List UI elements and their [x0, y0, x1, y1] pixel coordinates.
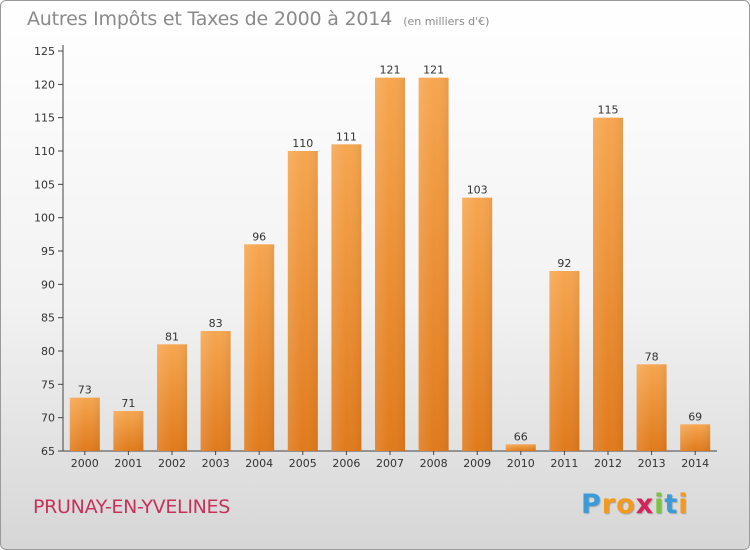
y-tick-label: 115: [34, 112, 55, 125]
chart-title: Autres Impôts et Taxes de 2000 à 2014: [27, 8, 393, 30]
x-tick-label: 2011: [550, 457, 578, 470]
bar-value-label: 121: [380, 64, 401, 77]
y-tick-label: 100: [34, 212, 55, 225]
y-tick-label: 80: [41, 345, 55, 358]
bar-shade: [593, 117, 623, 452]
bar-value-label: 73: [78, 384, 92, 397]
x-tick-label: 2002: [158, 457, 186, 470]
bar-shade: [331, 144, 362, 452]
y-tick-label: 75: [41, 378, 55, 391]
y-tick-label: 95: [41, 245, 55, 258]
bar-shade: [69, 397, 100, 451]
logo-letter: r: [601, 489, 617, 520]
x-tick-label: 2004: [245, 457, 273, 470]
bar-shade: [113, 411, 144, 451]
y-tick-label: 65: [41, 445, 55, 458]
bar-value-label: 111: [336, 130, 357, 143]
bar-shade: [549, 271, 580, 451]
bar-shade: [680, 424, 711, 451]
x-tick-label: 2010: [507, 457, 535, 470]
chart-subtitle: (en milliers d'€): [403, 15, 490, 28]
y-tick-label: 110: [34, 145, 55, 158]
x-tick-label: 2001: [114, 457, 142, 470]
bar-shade: [636, 364, 667, 451]
x-tick-label: 2003: [202, 457, 230, 470]
bar-value-label: 78: [645, 350, 659, 363]
bar-value-label: 69: [688, 410, 702, 423]
bar-value-label: 103: [467, 184, 488, 197]
y-tick-label: 85: [41, 312, 55, 325]
bar-value-label: 71: [121, 397, 135, 410]
bar-shade: [287, 151, 318, 451]
x-axis: 2000 2001 2002 2003 2004 2005 2006 2007 2008 2009…: [63, 450, 717, 470]
x-tick-label: 2007: [376, 457, 404, 470]
x-tick-label: 2008: [420, 457, 448, 470]
y-tick-label: 120: [34, 78, 55, 91]
bar-value-label: 121: [423, 64, 444, 77]
x-tick-label: 2005: [289, 457, 317, 470]
logo-letter: x: [635, 489, 655, 520]
bar-shade: [375, 77, 405, 452]
bar-shade: [244, 244, 275, 451]
y-axis: 65 70 75 80 85 90 95 100 105 110 115 120 125: [34, 45, 64, 458]
bar-shade: [505, 444, 536, 451]
logo-letter: o: [616, 489, 636, 520]
bar-shade: [462, 197, 493, 451]
bar-value-label: 83: [209, 317, 223, 330]
y-tick-label: 90: [41, 278, 55, 291]
bar-shade: [157, 344, 187, 451]
bar-value-label: 81: [165, 330, 179, 343]
x-tick-label: 2006: [332, 457, 360, 470]
logo-letter: i: [678, 489, 689, 520]
bar-value-label: 66: [514, 430, 528, 443]
logo-letter: P: [581, 489, 602, 520]
bar-shade: [418, 77, 449, 452]
y-tick-label: 125: [34, 45, 55, 58]
title-row: Autres Impôts et Taxes de 2000 à 2014 (e…: [27, 8, 489, 30]
y-tick-label: 105: [34, 178, 55, 191]
x-tick-label: 2000: [71, 457, 99, 470]
x-tick-label: 2014: [681, 457, 709, 470]
bar-value-label: 96: [252, 230, 266, 243]
proxiti-logo[interactable]: Proxiti: [581, 489, 689, 520]
bars: 73 71 81 83 96 110 111 121 121 103 66 92 115 78 69: [69, 64, 711, 452]
logo-letter: t: [664, 489, 679, 520]
y-tick-label: 70: [41, 412, 55, 425]
bar-value-label: 115: [598, 104, 619, 117]
bar-shade: [200, 331, 231, 451]
commune-name: PRUNAY-EN-YVELINES: [33, 496, 231, 518]
x-tick-label: 2012: [594, 457, 622, 470]
x-tick-label: 2013: [638, 457, 666, 470]
bar-value-label: 92: [557, 257, 571, 270]
bar-value-label: 110: [292, 137, 313, 150]
logo-letter: i: [654, 489, 665, 520]
x-tick-label: 2009: [463, 457, 491, 470]
